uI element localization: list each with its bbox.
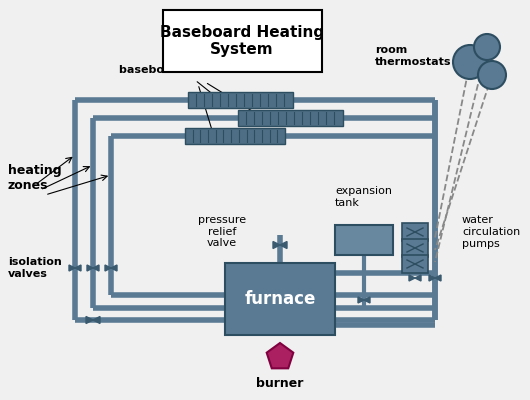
Polygon shape bbox=[69, 265, 75, 271]
Bar bbox=[225, 263, 335, 335]
Bar bbox=[188, 92, 293, 108]
Circle shape bbox=[478, 61, 506, 89]
Polygon shape bbox=[435, 275, 441, 281]
Bar bbox=[237, 110, 342, 126]
Polygon shape bbox=[111, 265, 117, 271]
Polygon shape bbox=[87, 265, 93, 271]
Polygon shape bbox=[105, 265, 111, 271]
Text: burner: burner bbox=[257, 377, 304, 390]
Text: pressure
relief
valve: pressure relief valve bbox=[198, 215, 246, 248]
Bar bbox=[335, 225, 393, 255]
Text: baseboard radiators: baseboard radiators bbox=[119, 65, 245, 75]
Polygon shape bbox=[409, 275, 415, 281]
Bar bbox=[402, 255, 428, 273]
Polygon shape bbox=[415, 275, 421, 281]
Polygon shape bbox=[280, 242, 287, 248]
Text: expansion
tank: expansion tank bbox=[335, 186, 392, 208]
Polygon shape bbox=[75, 265, 81, 271]
Polygon shape bbox=[429, 275, 435, 281]
Circle shape bbox=[474, 34, 500, 60]
Polygon shape bbox=[273, 242, 280, 248]
FancyBboxPatch shape bbox=[163, 10, 322, 72]
Text: isolation
valves: isolation valves bbox=[8, 257, 62, 279]
Polygon shape bbox=[93, 265, 99, 271]
Polygon shape bbox=[86, 316, 93, 324]
Text: Baseboard Heating
System: Baseboard Heating System bbox=[160, 25, 324, 57]
Text: heating
zones: heating zones bbox=[8, 164, 61, 192]
Text: furnace: furnace bbox=[244, 290, 316, 308]
Bar bbox=[402, 239, 428, 257]
Circle shape bbox=[453, 45, 487, 79]
Polygon shape bbox=[267, 343, 293, 368]
Polygon shape bbox=[364, 297, 370, 303]
Polygon shape bbox=[93, 316, 100, 324]
Text: room
thermostats: room thermostats bbox=[375, 45, 452, 67]
Bar bbox=[185, 128, 285, 144]
Text: water
circulation
pumps: water circulation pumps bbox=[462, 215, 520, 248]
Polygon shape bbox=[358, 297, 364, 303]
Bar bbox=[402, 223, 428, 241]
